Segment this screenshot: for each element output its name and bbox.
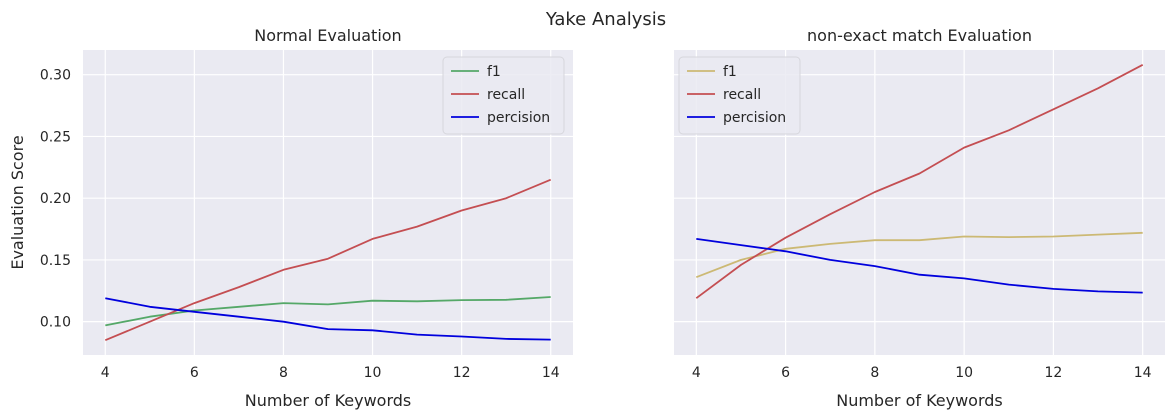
series-line-f1: [695, 231, 1143, 279]
x-axis-label: Number of Keywords: [836, 391, 1003, 410]
x-tick-label: 8: [279, 365, 288, 381]
legend-label-f1: f1: [723, 64, 737, 80]
x-tick-label: 14: [1134, 365, 1152, 381]
series-line-f1: [105, 296, 551, 327]
x-tick-label: 14: [542, 365, 560, 381]
legend-box: [442, 56, 565, 135]
series-line-percision: [696, 238, 1143, 294]
x-tick-label: 10: [364, 365, 382, 381]
x-tick-label: 10: [955, 365, 973, 381]
series-line-recall: [695, 64, 1144, 299]
chart-normal-evaluation: 4 6 8 10 12 14 0.10 0.15 0.20 0.25 0.30 Normal Eval…: [8, 26, 573, 410]
legend-box: [678, 56, 801, 135]
y-tick-label: 0.25: [40, 129, 71, 145]
y-tick-label: 0.30: [40, 68, 71, 84]
chart-non-exact-match-evaluation: 4 6 8 10 12 14 non-exact match Evaluation Numbe…: [674, 26, 1165, 410]
y-tick-label: 0.10: [40, 315, 71, 331]
x-tick-label: 4: [692, 365, 701, 381]
x-tick-label: 6: [781, 365, 790, 381]
chart-title: Normal Evaluation: [254, 26, 401, 45]
x-axis-label: Number of Keywords: [245, 391, 412, 410]
legend: f1 recall percision: [678, 56, 801, 135]
figure-title: Yake Analysis: [545, 9, 666, 30]
x-tick-label: 4: [101, 365, 110, 381]
legend: f1 recall percision: [442, 56, 565, 135]
legend-label-percision: percision: [723, 110, 786, 126]
x-tick-label: 6: [190, 365, 199, 381]
legend-label-recall: recall: [487, 87, 525, 103]
legend-label-percision: percision: [487, 110, 550, 126]
x-tick-label: 12: [453, 365, 471, 381]
y-tick-label: 0.20: [40, 191, 71, 207]
x-tick-label: 8: [870, 365, 879, 381]
chart-title: non-exact match Evaluation: [807, 26, 1032, 45]
series-line-percision: [105, 297, 551, 341]
legend-label-recall: recall: [723, 87, 761, 103]
x-tick-label: 12: [1044, 365, 1062, 381]
y-tick-label: 0.15: [40, 253, 71, 269]
legend-label-f1: f1: [487, 64, 501, 80]
y-axis-label: Evaluation Score: [8, 135, 27, 269]
